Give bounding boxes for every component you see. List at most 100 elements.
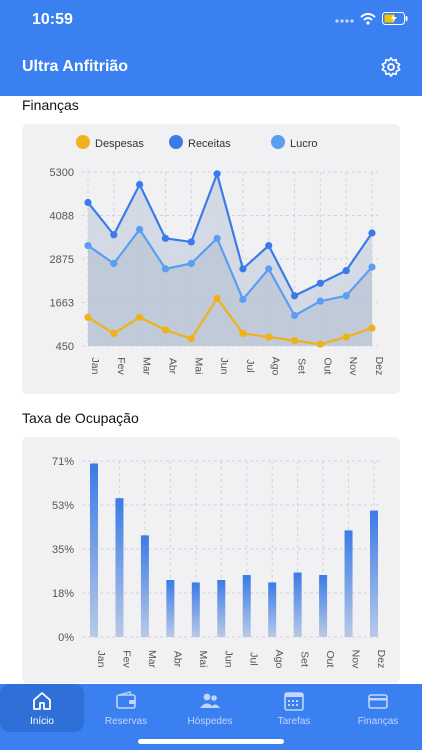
data-point [110, 329, 118, 338]
x-tick-label: Dez [373, 357, 385, 376]
data-point [342, 267, 350, 275]
data-point [161, 326, 170, 334]
data-point [84, 198, 92, 207]
data-point [187, 238, 195, 246]
legend-marker [76, 135, 90, 149]
data-point [239, 295, 247, 303]
data-point [161, 234, 170, 242]
tab-label: Início [30, 716, 54, 727]
x-tick-label: Nov [347, 357, 359, 376]
data-point [290, 292, 299, 300]
chart-legend: Despesas Receitas Lucro [76, 135, 318, 150]
home-indicator [138, 739, 284, 744]
data-point [213, 234, 221, 242]
bar [140, 535, 149, 637]
x-tick-label: Mai [192, 358, 204, 375]
tab-inicio[interactable]: Início [0, 684, 84, 732]
app-title: Ultra Anfitrião [22, 58, 129, 75]
bar [191, 582, 200, 637]
status-time: 10:59 [32, 11, 73, 28]
data-point [368, 229, 376, 237]
ocupacao-chart: 71% 53% 35% 18% 0% Jan Fev Mar Abr Mai Jun Jul Ago S… [52, 456, 387, 669]
tab-label: Tarefas [277, 716, 311, 727]
data-point [110, 231, 118, 239]
x-tick-label: Abr [171, 651, 183, 668]
x-tick-label: Ago [273, 650, 285, 669]
financas-card: Despesas Receitas Lucro 5300 4088 2875 1663 45… [22, 124, 400, 394]
y-tick-label: 4088 [50, 211, 74, 223]
wallet-icon [116, 691, 136, 709]
signal-icon [335, 18, 354, 23]
data-point [342, 292, 350, 300]
legend-marker [169, 135, 183, 149]
data-point [213, 170, 221, 178]
x-tick-label: Jun [222, 651, 234, 668]
y-tick-label: 0% [58, 632, 74, 644]
bar [90, 463, 98, 637]
data-point [265, 333, 273, 341]
data-point [239, 329, 247, 338]
tab-label: Reservas [104, 716, 148, 727]
tab-bar: Início Reservas Hóspedes Tarefas Finança… [0, 684, 422, 750]
bar [370, 510, 378, 637]
x-tick-label: Abr [166, 358, 178, 375]
tab-financas[interactable]: Finanças [336, 684, 420, 732]
ocupacao-title: Taxa de Ocupação [22, 410, 139, 426]
data-point [290, 337, 299, 345]
x-tick-label: Dez [375, 650, 387, 669]
data-point [213, 294, 221, 302]
y-tick-label: 2875 [50, 254, 74, 266]
tab-label: Hóspedes [187, 716, 233, 727]
tab-tarefas[interactable]: Tarefas [252, 684, 336, 732]
data-point [316, 297, 324, 305]
data-point [187, 259, 195, 268]
x-tick-label: Fev [120, 650, 132, 668]
x-tick-label: Mar [141, 357, 153, 376]
data-point [110, 259, 118, 268]
financas-title: Finanças [22, 97, 79, 113]
legend-marker [271, 135, 285, 149]
data-point [265, 241, 273, 250]
bar [319, 575, 328, 637]
x-tick-label: Jul [248, 652, 260, 665]
x-tick-label: Set [299, 651, 311, 667]
data-point [368, 324, 376, 332]
lucro-area [88, 229, 372, 346]
legend-label: Lucro [290, 138, 318, 150]
data-point [265, 265, 273, 273]
x-tick-label: Mai [197, 651, 209, 668]
data-point [316, 279, 324, 287]
tab-label: Finanças [357, 716, 399, 727]
bar [242, 575, 251, 637]
card-icon [368, 694, 388, 709]
financas-chart: Despesas Receitas Lucro 5300 4088 2875 1663 45… [50, 135, 385, 376]
data-point [136, 225, 144, 234]
bar [344, 530, 353, 637]
x-tick-label: Jan [89, 358, 101, 375]
x-tick-label: Nov [350, 650, 362, 669]
data-point [342, 333, 350, 341]
bar [115, 498, 124, 637]
tab-hospedes[interactable]: Hóspedes [168, 684, 252, 732]
data-point [84, 241, 92, 250]
y-tick-label: 71% [52, 456, 74, 468]
gear-icon[interactable] [380, 56, 402, 78]
home-icon [33, 692, 51, 710]
data-point [136, 180, 144, 189]
y-tick-label: 450 [56, 341, 74, 353]
data-point [239, 265, 247, 273]
x-tick-label: Mar [146, 650, 158, 669]
bar [268, 582, 277, 637]
data-point [368, 263, 376, 271]
x-tick-label: Fev [115, 357, 127, 375]
y-tick-label: 1663 [50, 298, 74, 310]
data-point [136, 313, 144, 321]
legend-label: Despesas [95, 138, 144, 150]
x-tick-label: Ago [270, 357, 282, 376]
x-tick-label: Out [324, 651, 336, 668]
x-tick-label: Jun [218, 358, 230, 375]
tab-reservas[interactable]: Reservas [84, 684, 168, 732]
data-point [290, 311, 299, 320]
series-line-despesas [87, 296, 373, 346]
y-tick-label: 35% [52, 544, 74, 556]
